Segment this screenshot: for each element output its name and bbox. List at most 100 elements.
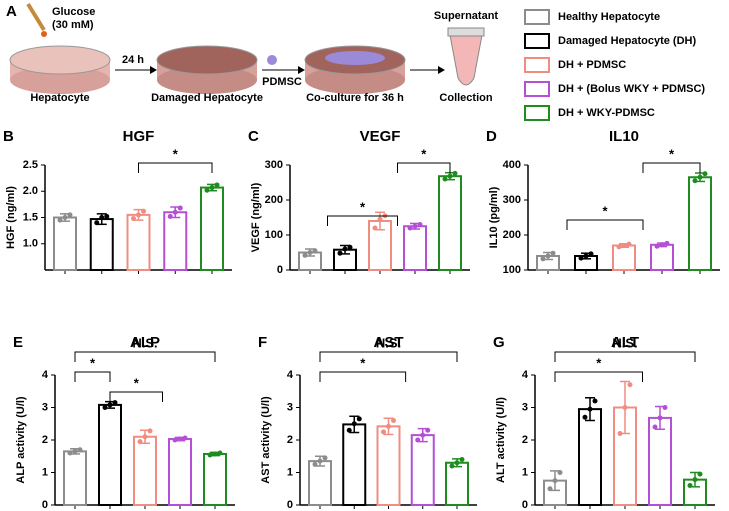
data-point: [72, 448, 78, 454]
bracket: [109, 391, 163, 402]
y-tick-label: 0: [277, 264, 283, 276]
data-point: [662, 405, 668, 410]
data-point: [209, 185, 215, 191]
y-tick-label: 2.5: [23, 159, 38, 171]
bar: [98, 403, 122, 506]
dish: [156, 45, 258, 94]
data-point: [107, 402, 113, 408]
bar: [578, 408, 602, 506]
y-axis-label: IL10 (pg/ml): [488, 186, 500, 248]
arrow-head: [150, 66, 157, 74]
label: Damaged Hepatocyte: [151, 92, 263, 104]
chart-title: IL10: [609, 128, 639, 145]
cell: [267, 55, 277, 65]
panel-letter: D: [486, 128, 497, 145]
data-point: [217, 450, 223, 456]
data-point: [177, 436, 183, 442]
data-point: [692, 477, 698, 483]
y-axis-label: ALT activity (U/l): [495, 397, 507, 483]
y-axis-label: ALP activity (U/l): [15, 396, 27, 484]
panel-a: A Glucose (30 mM) Hepatocyte 24 h Damage…: [6, 2, 499, 104]
bar: [200, 186, 224, 271]
tube: [449, 34, 483, 86]
data-point: [322, 455, 328, 461]
data-point: [550, 250, 556, 256]
data-point: [142, 434, 148, 440]
data-point: [540, 256, 546, 262]
panel-letter: B: [3, 128, 14, 145]
data-point: [337, 250, 343, 256]
data-point: [312, 248, 318, 254]
data-point: [381, 429, 386, 435]
y-tick-label: 4: [42, 369, 49, 381]
data-point: [616, 244, 622, 250]
annotation: *: [421, 146, 427, 161]
data-point: [692, 178, 698, 184]
data-point: [172, 209, 178, 215]
data-point: [67, 212, 73, 218]
data-point: [212, 451, 218, 457]
data-point: [621, 243, 627, 248]
data-point: [582, 414, 588, 420]
legend-label: Damaged Hepatocyte (DH): [558, 35, 696, 47]
data-point: [141, 208, 146, 214]
drop: [41, 31, 47, 37]
legend-label: DH + WKY-PDMSC: [558, 107, 655, 119]
bar: [403, 225, 427, 271]
bar: [63, 450, 87, 506]
y-tick-label: 0: [522, 499, 528, 511]
data-point: [452, 170, 458, 176]
data-point: [207, 452, 213, 458]
data-point: [697, 174, 703, 180]
data-point: [552, 478, 558, 484]
bar: [650, 243, 674, 272]
bracket: [554, 371, 643, 382]
label: Supernatant: [434, 10, 499, 22]
bracket: [642, 162, 701, 173]
bar: [89, 218, 114, 271]
data-point: [622, 405, 628, 410]
data-point: [57, 217, 63, 223]
bar: [308, 460, 332, 506]
data-point: [131, 216, 136, 222]
data-point: [687, 483, 693, 488]
data-point: [102, 405, 108, 410]
bar: [342, 423, 367, 506]
data-point: [104, 213, 110, 219]
dish: [9, 45, 111, 94]
data-point: [99, 215, 105, 220]
chart-title: ALT: [611, 334, 639, 351]
panel-letter: G: [493, 334, 505, 351]
label: (30 mM): [52, 19, 94, 31]
data-point: [654, 243, 660, 249]
data-point: [659, 242, 665, 248]
annotation: N.S.: [376, 335, 401, 350]
dish: [304, 45, 406, 94]
data-point: [626, 241, 632, 247]
bar: [648, 416, 672, 506]
pipette: [26, 2, 46, 32]
data-point: [592, 398, 598, 404]
bracket: [397, 162, 451, 173]
annotation: N.S.: [612, 335, 637, 350]
data-point: [447, 173, 453, 179]
chart-title: AST: [374, 334, 404, 351]
y-tick-label: 0: [287, 499, 293, 511]
data-point: [617, 431, 623, 436]
data-point: [67, 450, 73, 456]
data-point: [407, 225, 413, 231]
bar: [688, 176, 712, 271]
y-tick-label: 100: [503, 264, 521, 276]
bracket: [566, 219, 644, 230]
y-tick-label: 2.0: [23, 185, 38, 197]
data-point: [167, 213, 173, 219]
bracket: [319, 371, 407, 382]
tube-cap: [447, 27, 485, 37]
chart-title: VEGF: [360, 128, 401, 145]
data-point: [578, 255, 584, 261]
y-tick-label: 3: [42, 401, 48, 413]
y-tick-label: 3: [522, 401, 528, 413]
data-point: [420, 432, 426, 438]
data-point: [412, 223, 418, 229]
bar: [168, 438, 192, 506]
